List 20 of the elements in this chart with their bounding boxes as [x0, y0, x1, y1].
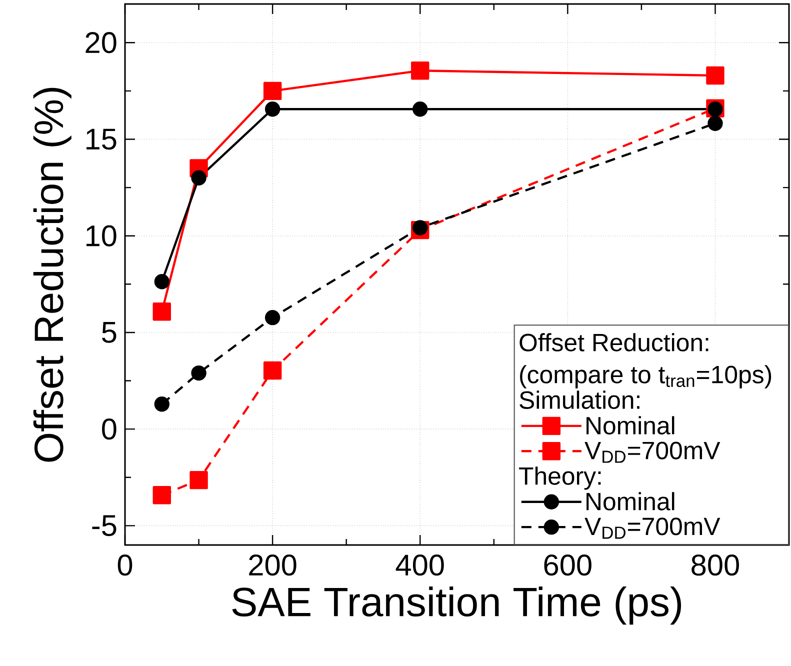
- x-tick-label: 200: [249, 554, 296, 576]
- legend-label: V$_{DD}$=700mV: [584, 518, 720, 539]
- x-axis-title: SAE Transition Time (ps): [232, 586, 682, 625]
- legend-label: Nominal: [586, 492, 674, 510]
- annotation: Theory:: [519, 466, 601, 490]
- legend-label: Nominal: [586, 416, 674, 434]
- y-tick-label: 10: [86, 225, 116, 246]
- y-tick-label: 15: [86, 128, 116, 150]
- y-tick-label: -5: [92, 515, 116, 536]
- legend-title: Offset Reduction: (compare to t$_{tran}$=10ps): [520, 333, 772, 388]
- x-tick-label: 600: [544, 554, 592, 576]
- annotation: Simulation:: [520, 390, 640, 409]
- y-axis-title: Offset Reduction (%): [33, 88, 72, 462]
- x-tick-label: 0: [118, 554, 132, 576]
- y-tick-label: 20: [86, 32, 116, 54]
- x-tick-label: 800: [692, 554, 739, 576]
- legend-label: V$_{DD}$=700mV: [584, 442, 720, 463]
- y-tick-label: 0: [102, 418, 116, 440]
- y-tick-label: 5: [102, 322, 116, 343]
- x-tick-label: 400: [396, 554, 444, 576]
